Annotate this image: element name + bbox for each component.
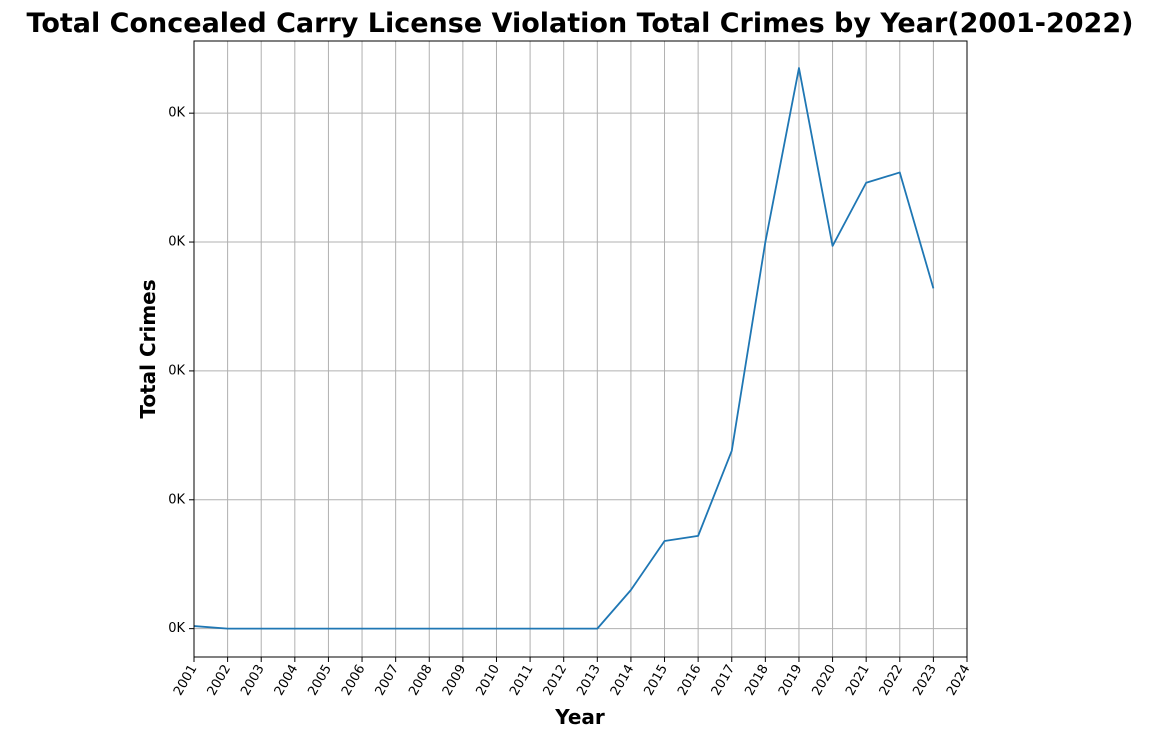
y-tick-label: 0K — [168, 106, 185, 121]
y-tick-label: 0K — [168, 235, 185, 250]
x-tick-label: 2003 — [238, 662, 268, 698]
x-tick-label: 2019 — [776, 662, 806, 698]
x-tick-label: 2008 — [406, 662, 436, 698]
x-axis-label: Year — [554, 705, 605, 729]
x-tick-label: 2006 — [339, 662, 369, 698]
chart-title: Total Concealed Carry License Violation … — [27, 8, 1134, 39]
x-tick-label: 2013 — [574, 662, 604, 698]
x-tick-label: 2009 — [440, 662, 470, 698]
x-tick-label: 2018 — [742, 662, 772, 698]
x-tick-label: 2007 — [373, 662, 403, 698]
x-tick-label: 2010 — [473, 662, 503, 698]
x-axis-ticks: 2001 2002 2003 2004 2005 2006 2007 2008 2009 2010… — [171, 657, 974, 698]
x-tick-label: 2012 — [541, 662, 571, 698]
y-tick-label: 0K — [168, 363, 185, 378]
x-tick-label: 2004 — [272, 662, 302, 698]
y-tick-label: 0K — [168, 621, 185, 636]
x-tick-label: 2011 — [507, 662, 537, 698]
x-tick-label: 2022 — [877, 662, 907, 698]
x-tick-label: 2023 — [910, 662, 940, 698]
series-line-0 — [193, 67, 935, 630]
x-tick-label: 2005 — [305, 662, 335, 698]
x-tick-label: 2024 — [944, 662, 974, 698]
x-tick-label: 2021 — [843, 662, 873, 698]
series-layer — [193, 67, 935, 630]
x-tick-label: 2001 — [171, 662, 201, 698]
plot-area-frame — [193, 40, 968, 658]
x-tick-label: 2017 — [709, 662, 739, 698]
y-tick-label: 0K — [168, 492, 185, 507]
x-tick-label: 2020 — [810, 662, 840, 698]
y-axis-label: Total Crimes — [136, 279, 160, 418]
x-tick-label: 2014 — [608, 662, 638, 698]
x-tick-label: 2002 — [205, 662, 235, 698]
x-tick-label: 2016 — [675, 662, 705, 698]
x-tick-label: 2015 — [641, 662, 671, 698]
grid-lines — [193, 41, 968, 657]
y-axis-ticks: 0K 0K 0K 0K 0K — [168, 106, 194, 636]
